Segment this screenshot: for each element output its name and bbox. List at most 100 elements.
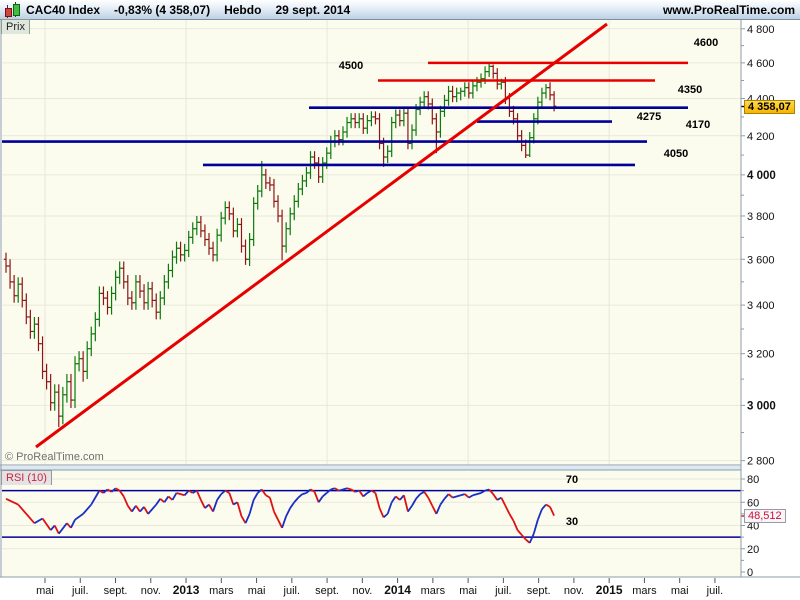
last-price-badge: 4 358,07: [744, 100, 795, 114]
rsi-line-segment: [208, 504, 214, 513]
rsi-line-segment: [431, 505, 438, 515]
x-axis-label: 2014: [384, 583, 411, 597]
rsi-line-segment: [310, 488, 316, 493]
rsi-line-segment: [374, 492, 381, 509]
rsi-line-segment: [378, 507, 385, 518]
price-axis-label: 4 000: [747, 170, 776, 182]
rsi-line-segment: [53, 525, 60, 535]
tab-rsi[interactable]: RSI (10): [1, 470, 52, 485]
rsi-line-segment: [122, 496, 129, 507]
rsi-line-segment: [17, 503, 36, 524]
rsi-line-segment: [443, 493, 450, 500]
rsi-line-segment: [439, 498, 446, 506]
rsi-line-segment: [407, 505, 413, 513]
rsi-line-segment: [423, 491, 429, 499]
rsi-line-segment: [212, 499, 218, 512]
rsi-value-badge: 48,512: [744, 509, 786, 523]
rsi-line-segment: [176, 492, 185, 497]
x-axis-label: sept.: [315, 585, 339, 597]
rsi-axis-label: 0: [747, 567, 753, 579]
x-axis-label: juil.: [494, 585, 512, 597]
rsi-line-segment: [297, 493, 303, 499]
price-axis-label: 4 200: [747, 131, 775, 143]
price-axis-label: 3 000: [747, 400, 776, 412]
rsi-line-segment: [110, 487, 117, 493]
rsi-line-segment: [74, 513, 84, 521]
x-axis-label: nov.: [352, 585, 372, 597]
rsi-line-segment: [460, 493, 466, 497]
x-axis-label: mars: [421, 585, 446, 597]
rsi-line-segment: [248, 499, 255, 515]
x-axis-label: nov.: [141, 585, 161, 597]
rsi-line-segment: [370, 489, 376, 494]
sr-line-label: 4050: [664, 148, 688, 160]
rsi-oversold-label: 30: [566, 516, 578, 528]
rsi-plot-area: [2, 470, 741, 577]
rsi-line-segment: [512, 520, 519, 531]
sr-line-label: 4350: [678, 84, 702, 96]
rsi-line-segment: [171, 492, 178, 501]
rsi-line-segment: [265, 494, 271, 499]
rsi-line-segment: [200, 499, 206, 509]
rsi-line-segment: [317, 495, 324, 503]
rsi-line-segment: [504, 505, 511, 515]
website-label: www.ProRealTime.com: [662, 2, 795, 17]
rsi-line-segment: [135, 505, 141, 513]
rsi-line-segment: [390, 495, 397, 503]
rsi-axis-label: 60: [747, 497, 759, 509]
rsi-line-segment: [354, 489, 360, 493]
date-label: 29 sept. 2014: [275, 2, 351, 17]
price-axis-label: 3 800: [747, 211, 775, 223]
x-axis-label: juil.: [71, 585, 89, 597]
x-axis-label: sept.: [527, 585, 551, 597]
rsi-line-segment: [395, 495, 401, 501]
price-axis-label: 4 600: [747, 58, 775, 70]
rsi-line-segment: [261, 488, 267, 496]
rsi-line-segment: [195, 490, 202, 501]
rsi-line-segment: [464, 493, 470, 499]
rsi-line-segment: [118, 490, 125, 497]
rsi-line-segment: [107, 488, 113, 493]
rsi-line-segment: [155, 498, 162, 506]
rsi-line-segment: [362, 492, 368, 498]
x-axis-label: mai: [248, 585, 266, 597]
x-axis-label: mars: [209, 585, 234, 597]
rsi-line-segment: [277, 519, 283, 529]
rsi-line-segment: [58, 522, 68, 535]
rsi-line-segment: [224, 489, 230, 494]
x-axis-label: mars: [632, 585, 657, 597]
rsi-line-segment: [216, 493, 222, 501]
rsi-overbought-label: 70: [566, 474, 578, 486]
rsi-line-segment: [313, 491, 320, 503]
sr-line-label: 4275: [637, 111, 661, 123]
rsi-line-segment: [488, 488, 494, 495]
tab-prix[interactable]: Prix: [1, 19, 30, 34]
rsi-line-segment: [102, 488, 109, 494]
rsi-axis-label: 40: [747, 521, 759, 533]
rsi-line-segment: [484, 488, 490, 492]
price-axis-label: 3 400: [747, 300, 775, 312]
rsi-line-segment: [236, 501, 243, 517]
rsi-line-segment: [70, 519, 76, 529]
rsi-line-segment: [82, 503, 92, 515]
rsi-line-segment: [326, 488, 332, 494]
rsi-line-segment: [366, 489, 372, 494]
rsi-line-segment: [302, 492, 307, 495]
x-axis-label: 2013: [173, 583, 200, 597]
rsi-line-segment: [147, 503, 157, 515]
rsi-line-segment: [532, 519, 539, 534]
rsi-line-segment: [520, 534, 527, 541]
rsi-line-segment: [305, 488, 312, 494]
copyright-label: © ProRealTime.com: [5, 451, 104, 463]
rsi-line-segment: [382, 513, 389, 519]
candlestick-icon: [4, 2, 20, 18]
x-axis-label: juil.: [283, 585, 301, 597]
symbol-name: CAC40 Index: [26, 2, 101, 17]
rsi-line-segment: [358, 490, 365, 497]
rsi-line-segment: [447, 493, 454, 499]
x-axis-label: sept.: [104, 585, 128, 597]
rsi-line-segment: [468, 494, 474, 499]
timeframe-label: Hebdo: [224, 2, 262, 17]
